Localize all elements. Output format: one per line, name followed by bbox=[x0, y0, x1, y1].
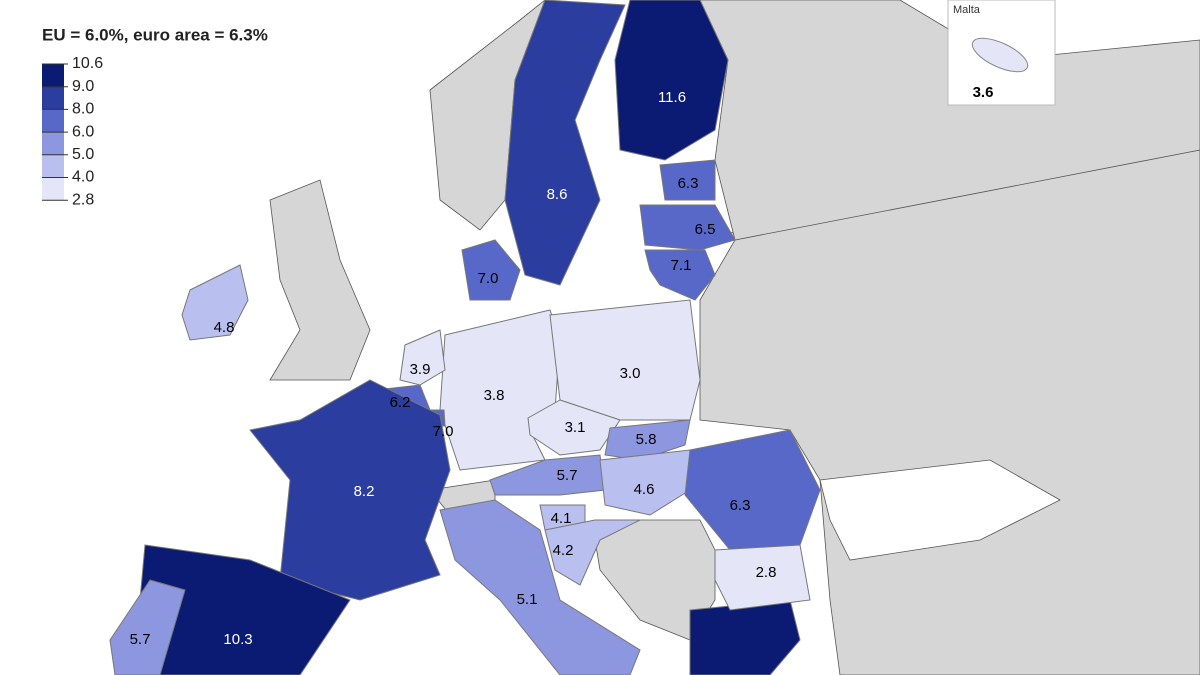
region-label: 5.1 bbox=[517, 591, 538, 608]
eu-regions bbox=[109, 0, 821, 675]
region-label: 2.8 bbox=[756, 564, 777, 581]
legend: 10.6 9.0 8.0 6.0 5.0 4.0 2.8 bbox=[42, 55, 103, 208]
inset-label: 3.6 bbox=[973, 84, 994, 101]
region bbox=[527, 399, 621, 456]
region bbox=[399, 329, 446, 386]
region-labels: 11.6 8.6 6.3 6.5 7.1 7.0 4.8 3.9 6.2 7.0… bbox=[130, 89, 777, 648]
region-label: 5.7 bbox=[557, 467, 578, 484]
legend-label: 6.0 bbox=[72, 123, 94, 140]
region bbox=[544, 519, 641, 586]
region-label: 11.6 bbox=[658, 89, 686, 106]
region-label: 5.8 bbox=[636, 431, 657, 448]
region-label: 8.6 bbox=[547, 186, 568, 203]
inset-title: Malta bbox=[953, 4, 981, 16]
region bbox=[549, 299, 701, 421]
legend-label: 2.8 bbox=[72, 191, 94, 208]
legend-label: 4.0 bbox=[72, 169, 94, 186]
malta-shape bbox=[971, 37, 1029, 73]
region bbox=[599, 449, 691, 516]
region-label: 4.2 bbox=[553, 542, 574, 559]
region bbox=[504, 0, 626, 286]
legend-swatch bbox=[42, 132, 64, 155]
region bbox=[439, 499, 641, 675]
region bbox=[604, 419, 691, 461]
region bbox=[614, 0, 729, 161]
region bbox=[181, 264, 249, 341]
malta-inset: Malta 3.6 bbox=[947, 0, 1056, 106]
region-label: 6.5 bbox=[695, 221, 716, 238]
region bbox=[461, 239, 521, 301]
region bbox=[249, 379, 451, 601]
region-label: 3.0 bbox=[620, 365, 641, 382]
region-label: 6.3 bbox=[730, 497, 751, 514]
region-label: 10.3 bbox=[223, 631, 252, 648]
region-label: 3.1 bbox=[565, 419, 586, 436]
region-label: 7.0 bbox=[433, 423, 454, 440]
title: EU = 6.0%, euro area = 6.3% bbox=[42, 25, 268, 44]
non-eu-land bbox=[269, 0, 1200, 675]
region bbox=[644, 249, 716, 301]
region-label: 4.1 bbox=[551, 510, 572, 527]
region-label: 6.3 bbox=[678, 175, 699, 192]
region-label: 4.8 bbox=[214, 319, 235, 336]
legend-swatch bbox=[42, 154, 64, 178]
region bbox=[659, 159, 716, 201]
region-label: 3.9 bbox=[410, 361, 431, 378]
region-label: 8.2 bbox=[354, 483, 375, 500]
region-label: 4.6 bbox=[634, 481, 655, 498]
legend-label: 8.0 bbox=[72, 101, 94, 118]
region-label: 5.7 bbox=[130, 631, 151, 648]
region bbox=[714, 544, 811, 611]
legend-label: 10.6 bbox=[72, 55, 103, 72]
region-label: 3.8 bbox=[484, 387, 505, 404]
legend-label: 5.0 bbox=[72, 146, 94, 163]
legend-swatch bbox=[42, 177, 64, 201]
legend-swatch bbox=[42, 109, 64, 133]
region-label: 6.2 bbox=[390, 394, 411, 411]
region-label: 7.1 bbox=[671, 257, 692, 274]
legend-swatch bbox=[42, 64, 64, 87]
legend-swatch bbox=[42, 86, 64, 110]
legend-label: 9.0 bbox=[72, 78, 94, 95]
region bbox=[109, 579, 186, 675]
region-label: 7.0 bbox=[478, 270, 499, 287]
region bbox=[639, 204, 736, 251]
